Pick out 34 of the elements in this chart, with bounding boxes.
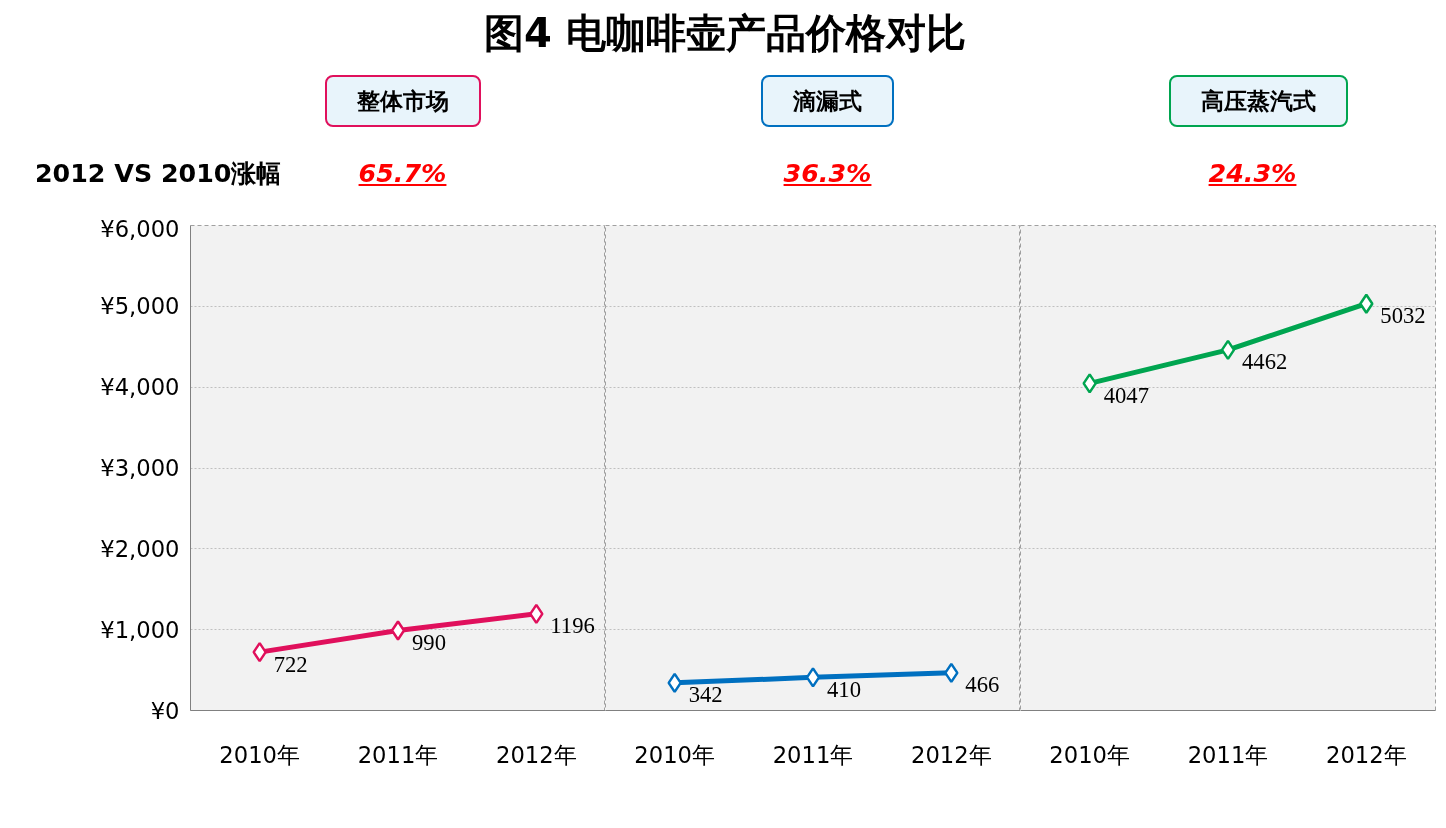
text: 整体市场 (324, 75, 481, 128)
x-tick-label: 2012年 (911, 741, 992, 768)
text: 滴漏式 (761, 75, 894, 128)
data-label: 342 (688, 682, 723, 708)
data-label: 722 (273, 651, 308, 677)
data-label: 5032 (1380, 303, 1426, 329)
x-tick-label: 2011年 (1187, 741, 1269, 768)
text: 2012 VS 2010涨幅 (35, 157, 282, 190)
data-label: 4047 (1103, 382, 1149, 408)
x-tick-label: 2010年 (1049, 741, 1131, 768)
y-tick-label: ¥3,000 (100, 455, 180, 481)
y-tick-label: ¥6,000 (100, 215, 180, 242)
y-tick-label: ¥2,000 (100, 535, 180, 562)
y-tick-label: ¥0 (150, 697, 180, 724)
x-tick-label: 2012年 (496, 741, 577, 768)
data-label: 4462 (1242, 349, 1288, 375)
data-label: 1196 (550, 613, 595, 639)
x-tick-label: 2010年 (219, 741, 301, 768)
data-label: 466 (965, 672, 1000, 698)
x-tick-label: 2011年 (772, 741, 854, 768)
x-tick-label: 2011年 (357, 741, 439, 768)
data-label: 410 (827, 676, 861, 702)
text: 36.3% (782, 157, 873, 190)
text: 24.3% (1207, 157, 1298, 190)
x-tick-label: 2010年 (634, 741, 716, 768)
point (390, 620, 406, 641)
text: 高压蒸汽式 (1168, 75, 1348, 128)
data-label: 990 (412, 629, 446, 655)
text: 图4 电咖啡壶产品价格对比 (484, 9, 966, 58)
y-tick-label: ¥1,000 (100, 616, 180, 643)
text: 65.7% (358, 158, 447, 188)
y-tick-label: ¥5,000 (100, 293, 180, 320)
x-tick-label: 2012年 (1326, 741, 1407, 768)
y-tick-label: ¥4,000 (100, 374, 180, 401)
